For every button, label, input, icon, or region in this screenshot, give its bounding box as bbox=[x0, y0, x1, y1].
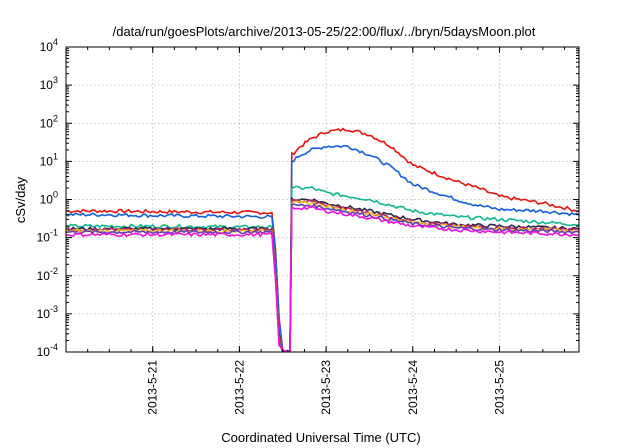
grid bbox=[66, 47, 579, 352]
x-tick-label: 2013-5-21 bbox=[146, 360, 160, 415]
x-axis-label: Coordinated Universal Time (UTC) bbox=[221, 430, 420, 445]
series-line-8 bbox=[66, 205, 579, 352]
x-tick-label: 2013-5-22 bbox=[232, 360, 246, 415]
y-tick-label: 10-1 bbox=[37, 228, 58, 245]
series-line-7 bbox=[66, 202, 579, 352]
series-line-2 bbox=[66, 144, 579, 352]
x-tick-label: 2013-5-25 bbox=[493, 360, 507, 415]
y-axis-label: cSv/day bbox=[13, 176, 28, 223]
chart-title: /data/run/goesPlots/archive/2013-05-25/2… bbox=[113, 24, 536, 39]
y-tick-label: 10-3 bbox=[37, 304, 58, 321]
y-tick-label: 101 bbox=[40, 151, 58, 168]
y-tick-label: 100 bbox=[40, 190, 58, 207]
series-line-6 bbox=[66, 200, 579, 352]
y-axis-ticks: 10-4 10-3 10-2 10-1 100 101 102 103 104 bbox=[37, 37, 579, 359]
series-line-4 bbox=[66, 196, 579, 352]
x-tick-label: 2013-5-24 bbox=[406, 360, 420, 415]
x-axis-ticks: 2013-5-21 2013-5-22 2013-5-23 2013-5-24 2013… bbox=[146, 47, 507, 415]
y-tick-label: 103 bbox=[40, 75, 58, 92]
series-layer bbox=[66, 127, 579, 352]
y-tick-label: 10-4 bbox=[37, 342, 58, 359]
x-tick-label: 2013-5-23 bbox=[319, 360, 333, 415]
y-tick-label: 102 bbox=[40, 113, 58, 130]
series-line-3 bbox=[66, 185, 579, 352]
y-tick-label: 10-2 bbox=[37, 266, 58, 283]
series-line-1 bbox=[66, 127, 579, 352]
y-tick-label: 104 bbox=[40, 37, 58, 54]
